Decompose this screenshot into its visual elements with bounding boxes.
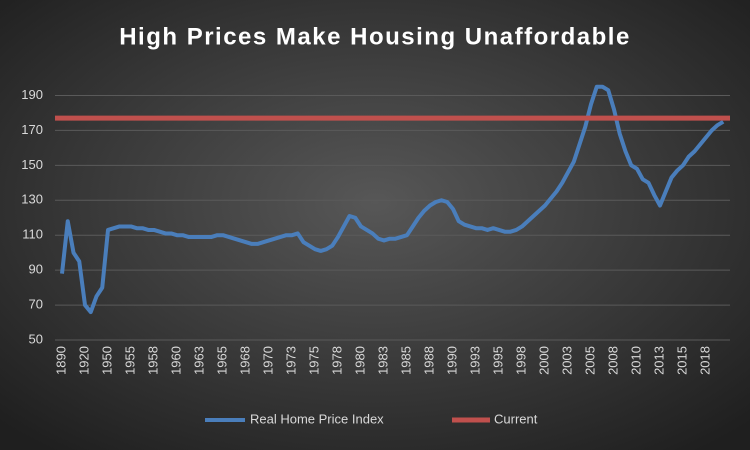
x-tick-label: 2005	[582, 346, 597, 375]
x-tick-label: 1920	[76, 346, 91, 375]
x-tick-label: 1995	[490, 346, 505, 375]
x-tick-label: 2010	[628, 346, 643, 375]
x-tick-label: 2003	[559, 346, 574, 375]
x-tick-label: 1993	[467, 346, 482, 375]
x-tick-label: 2008	[605, 346, 620, 375]
x-tick-label: 1890	[53, 346, 68, 375]
x-tick-label: 1988	[421, 346, 436, 375]
x-tick-label: 1955	[122, 346, 137, 375]
y-tick-label: 90	[29, 262, 43, 277]
legend-label: Current	[494, 411, 538, 426]
x-tick-label: 1980	[352, 346, 367, 375]
x-tick-label: 1960	[168, 346, 183, 375]
x-tick-label: 1985	[398, 346, 413, 375]
x-tick-label: 1958	[145, 346, 160, 375]
y-tick-label: 190	[21, 87, 43, 102]
y-tick-label: 110	[22, 227, 43, 242]
y-tick-label: 170	[21, 122, 43, 137]
x-tick-label: 1983	[375, 346, 390, 375]
x-tick-label: 1970	[260, 346, 275, 375]
x-tick-label: 1950	[99, 346, 114, 375]
x-tick-label: 1998	[513, 346, 528, 375]
x-tick-label: 1978	[329, 346, 344, 375]
x-tick-label: 2015	[674, 346, 689, 375]
x-tick-label: 1963	[191, 346, 206, 375]
y-tick-label: 130	[21, 192, 43, 207]
x-tick-label: 1965	[214, 346, 229, 375]
y-tick-label: 150	[21, 157, 43, 172]
legend-label: Real Home Price Index	[250, 411, 384, 426]
x-tick-label: 2000	[536, 346, 551, 375]
x-tick-label: 1975	[306, 346, 321, 375]
x-tick-label: 1990	[444, 346, 459, 375]
series-line	[60, 84, 725, 315]
y-tick-label: 50	[29, 331, 43, 346]
y-tick-label: 70	[29, 297, 43, 312]
x-tick-label: 2018	[697, 346, 712, 375]
chart-title: High Prices Make Housing Unaffordable	[119, 23, 631, 50]
x-tick-label: 1968	[237, 346, 252, 375]
x-tick-label: 1973	[283, 346, 298, 375]
x-tick-label: 2013	[651, 346, 666, 375]
